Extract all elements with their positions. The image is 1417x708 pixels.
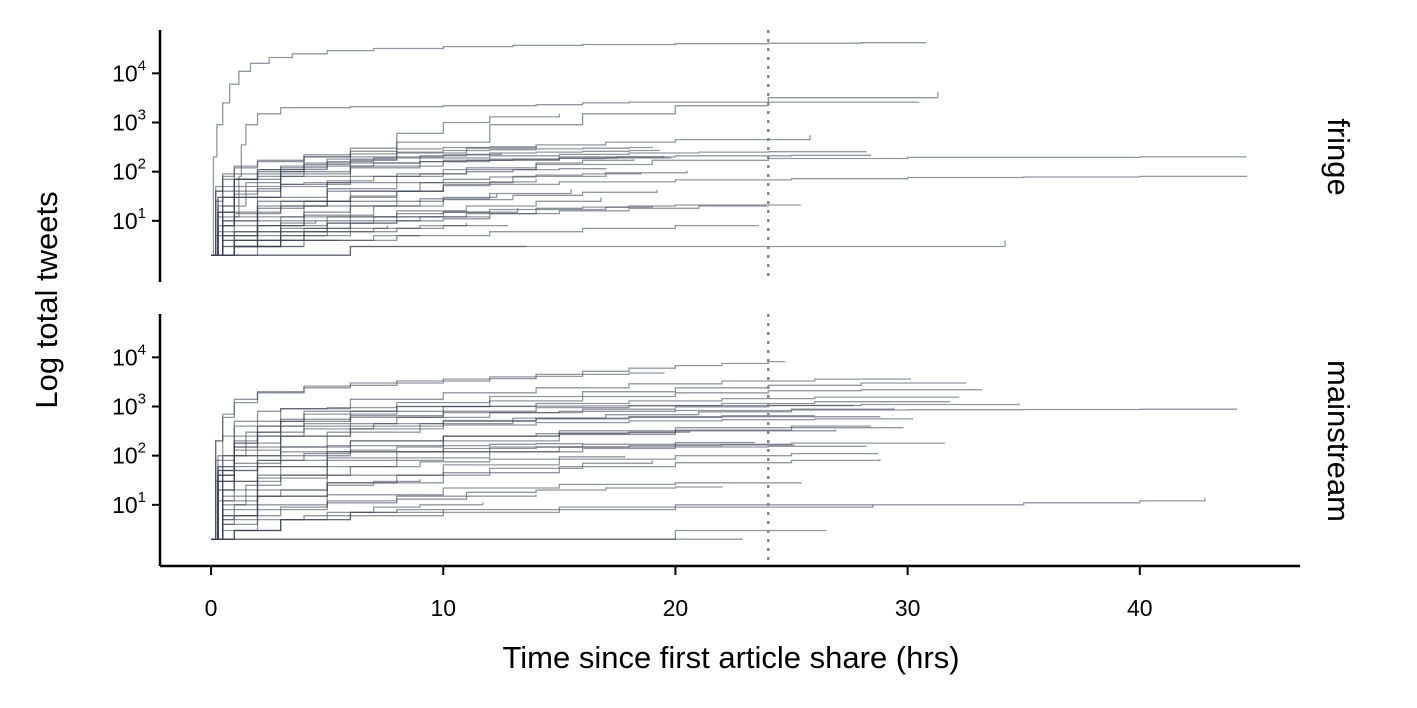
x-tick-label-40: 40 xyxy=(1127,595,1153,621)
fringe-series-line-18 xyxy=(211,188,572,256)
mainstream-series-line-24 xyxy=(211,497,1206,540)
fringe-y-tick-label-2: 102 xyxy=(112,156,146,185)
mainstream-series-line-18 xyxy=(211,431,691,540)
fringe-series-line-40 xyxy=(211,197,398,256)
mainstream-series-line-30 xyxy=(211,494,537,540)
mainstream-series-line-36 xyxy=(211,502,484,540)
panel-mainstream: 101 102 103 104 xyxy=(112,314,1238,566)
fringe-series-line-41 xyxy=(211,180,352,256)
fringe-series-line-30 xyxy=(211,245,527,256)
mainstream-series-line-31 xyxy=(211,404,855,540)
fringe-series-line-34 xyxy=(211,153,502,256)
fringe-series-line-32 xyxy=(211,245,304,256)
mainstream-y-tick-label-2: 102 xyxy=(112,440,146,469)
fringe-series-line-29 xyxy=(211,234,420,256)
facet-label-mainstream: mainstream xyxy=(1321,360,1356,522)
fringe-y-tick-label-1: 101 xyxy=(112,205,146,234)
fringe-series-line-31 xyxy=(211,239,339,256)
fringe-series-line-11 xyxy=(211,151,867,256)
fringe-series-line-1 xyxy=(211,42,927,256)
mainstream-series-line-25 xyxy=(211,529,827,540)
mainstream-series-line-21 xyxy=(211,459,881,540)
x-tick-label-0: 0 xyxy=(205,595,218,621)
mainstream-series-line-35 xyxy=(211,479,421,540)
mainstream-series-line-15 xyxy=(211,429,837,540)
fringe-series-line-26 xyxy=(211,224,509,256)
x-axis-title: Time since first article share (hrs) xyxy=(502,640,959,675)
mainstream-series-line-20 xyxy=(211,452,879,540)
mainstream-series-line-2 xyxy=(211,372,665,540)
mainstream-series-line-32 xyxy=(211,415,816,540)
fringe-series-line-35 xyxy=(211,187,444,256)
x-tick-label-10: 10 xyxy=(430,595,456,621)
x-tick-label-30: 30 xyxy=(895,595,921,621)
mainstream-series-line-7 xyxy=(211,403,1020,540)
fringe-series-line-39 xyxy=(211,208,519,256)
facet-label-fringe: fringe xyxy=(1321,118,1356,196)
mainstream-y-tick-label-4: 104 xyxy=(112,341,146,370)
panel-fringe: 101 102 103 104 xyxy=(112,30,1248,282)
fringe-series-line-28 xyxy=(211,240,1006,256)
x-tick-label-20: 20 xyxy=(663,595,689,621)
mainstream-y-tick-label-1: 101 xyxy=(112,489,146,518)
fringe-series-line-36 xyxy=(211,189,658,256)
fringe-series-line-42 xyxy=(211,167,607,256)
x-axis: 0 10 20 30 40 xyxy=(160,564,1300,621)
mainstream-series-line-16 xyxy=(211,442,945,540)
fringe-y-tick-label-4: 104 xyxy=(112,57,146,86)
y-axis-title: Log total tweets xyxy=(29,191,64,408)
mainstream-y-tick-label-3: 103 xyxy=(112,391,146,420)
fringe-y-tick-label-3: 103 xyxy=(112,107,146,136)
mainstream-series-line-37 xyxy=(211,441,756,540)
fringe-series-line-15 xyxy=(211,170,688,256)
fringe-series-line-33 xyxy=(211,157,672,256)
